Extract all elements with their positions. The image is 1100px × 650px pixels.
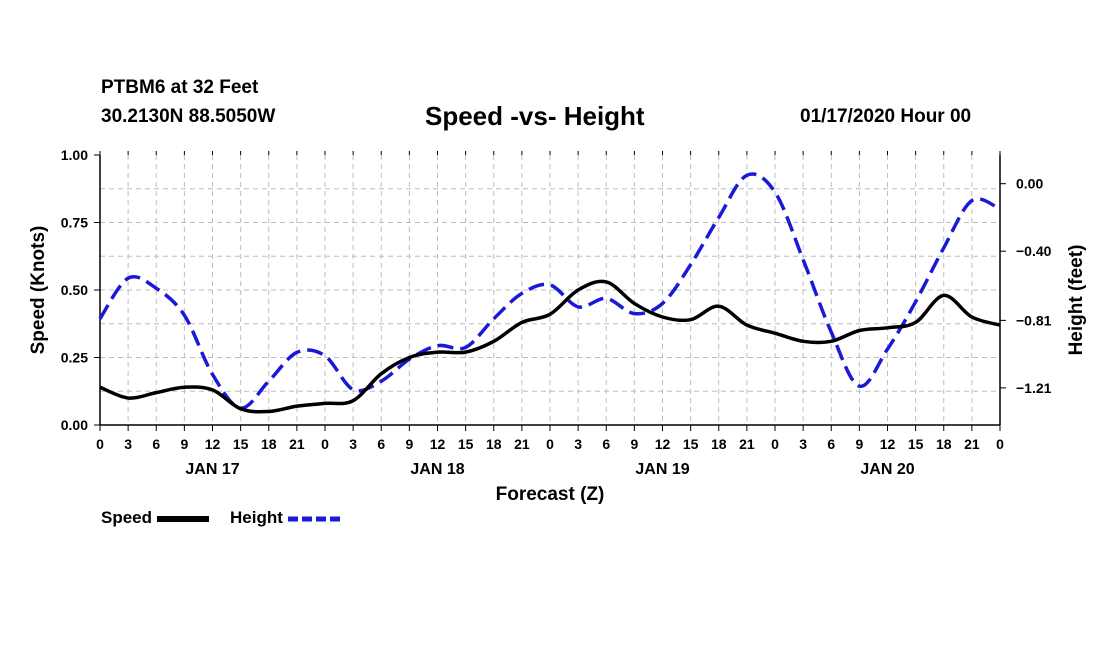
y-tick-label: 0.75: [61, 215, 88, 231]
x-day-label: JAN 20: [860, 461, 914, 478]
x-tick-label: 6: [152, 436, 160, 452]
x-tick-label: 0: [96, 436, 104, 452]
legend-speed-label: Speed: [101, 508, 153, 527]
chart-title: Speed -vs- Height: [425, 101, 645, 131]
x-tick-label: 15: [683, 436, 699, 452]
y2-axis-title: Height (feet): [1066, 245, 1087, 356]
station-title: PTBM6 at 32 Feet: [101, 77, 259, 98]
forecast-date: 01/17/2020 Hour 00: [800, 106, 972, 127]
y2-tick-label: −1.21: [1016, 380, 1052, 396]
x-tick-label: 9: [630, 436, 638, 452]
x-tick-label: 0: [771, 436, 779, 452]
x-tick-label: 3: [124, 436, 132, 452]
x-tick-label: 3: [799, 436, 807, 452]
x-tick-label: 12: [430, 436, 446, 452]
legend-speed-swatch: [156, 515, 209, 522]
y-tick-label: 1.00: [61, 147, 88, 163]
legend-height-label: Height: [230, 508, 283, 527]
speed-series-line: [99, 279, 1001, 414]
x-tick-label: 0: [321, 436, 329, 452]
x-day-label: JAN 18: [410, 461, 464, 478]
x-tick-label: 6: [827, 436, 835, 452]
x-tick-label: 18: [711, 436, 727, 452]
y2-tick-label: −0.40: [1016, 243, 1052, 259]
station-location: 30.2130N 88.5050W: [101, 106, 276, 127]
x-tick-label: 9: [180, 436, 188, 452]
x-day-label: JAN 17: [185, 461, 239, 478]
x-tick-label: 21: [514, 436, 530, 452]
x-tick-label: 21: [289, 436, 305, 452]
x-tick-label: 18: [261, 436, 277, 452]
x-tick-label: 21: [739, 436, 755, 452]
legend-speed: Speed: [101, 508, 209, 528]
y-tick-label: 0.50: [61, 282, 88, 298]
x-tick-label: 9: [855, 436, 863, 452]
legend-height: Height: [230, 508, 340, 528]
x-tick-label: 12: [205, 436, 221, 452]
x-tick-label: 15: [458, 436, 474, 452]
x-day-label: JAN 19: [635, 461, 689, 478]
x-tick-label: 9: [405, 436, 413, 452]
legend-height-swatch: [287, 516, 340, 522]
x-tick-label: 15: [908, 436, 924, 452]
x-tick-label: 18: [936, 436, 952, 452]
y2-tick-label: −0.81: [1016, 312, 1052, 328]
x-tick-label: 12: [880, 436, 896, 452]
x-tick-label: 3: [349, 436, 357, 452]
x-tick-label: 12: [655, 436, 671, 452]
x-tick-label: 3: [574, 436, 582, 452]
height-series-line: [98, 172, 1001, 410]
x-tick-label: 15: [233, 436, 249, 452]
x-tick-label: 21: [964, 436, 980, 452]
y2-tick-label: 0.00: [1016, 176, 1043, 192]
x-tick-label: 6: [377, 436, 385, 452]
x-tick-label: 6: [602, 436, 610, 452]
y-tick-label: 0.25: [61, 350, 88, 366]
x-axis-title: Forecast (Z): [496, 484, 605, 505]
x-tick-label: 0: [546, 436, 554, 452]
y-axis-title: Speed (Knots): [28, 226, 49, 355]
x-tick-label: 18: [486, 436, 502, 452]
x-tick-label: 0: [996, 436, 1004, 452]
y-tick-label: 0.00: [61, 417, 88, 433]
